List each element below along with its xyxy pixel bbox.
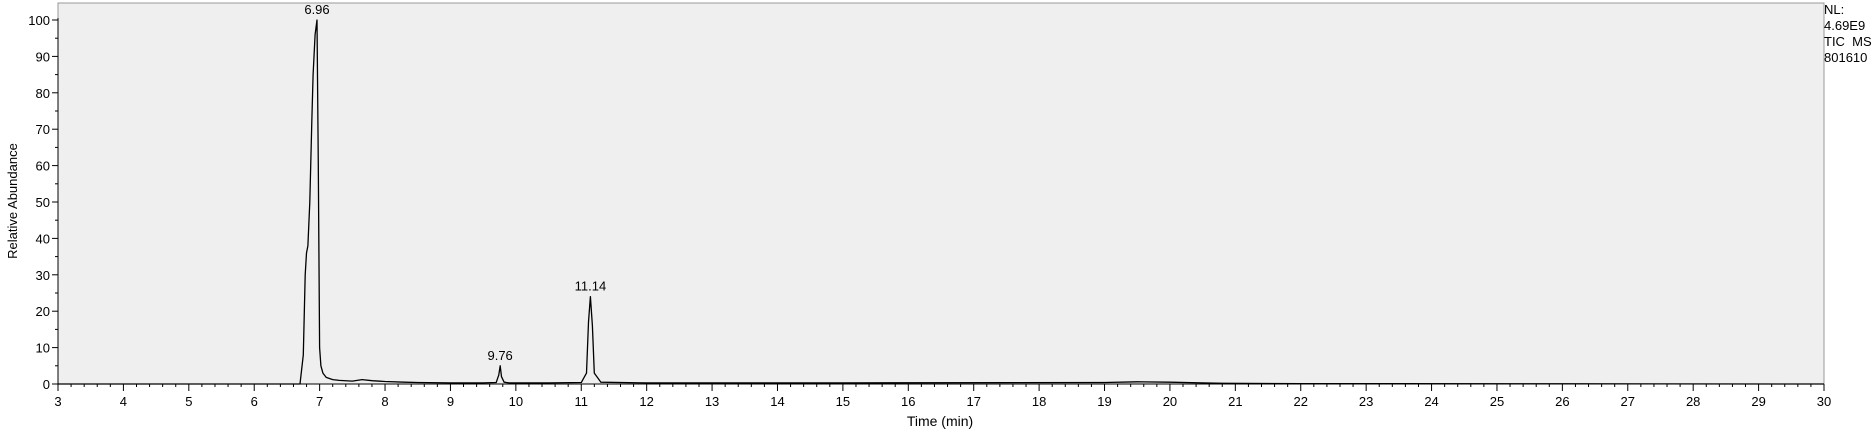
x-tick-label: 17	[966, 394, 980, 409]
x-tick-label: 14	[770, 394, 784, 409]
y-tick-label: 80	[36, 86, 50, 101]
normalization-info: NL: 4.69E9 TIC MS 801610	[1824, 2, 1872, 66]
y-tick-label: 0	[43, 377, 50, 392]
peak-label: 6.96	[304, 2, 329, 17]
x-tick-label: 4	[120, 394, 127, 409]
y-axis: 0 10 20 30 40 50 60 70 80 90 100	[28, 13, 59, 392]
x-tick-label: 15	[836, 394, 850, 409]
x-tick-label: 28	[1686, 394, 1700, 409]
plot-area	[57, 2, 1825, 385]
y-axis-title: Relative Abundance	[5, 143, 20, 259]
y-tick-label: 20	[36, 304, 50, 319]
y-tick-label: 70	[36, 122, 50, 137]
x-tick-label: 5	[185, 394, 192, 409]
x-tick-label: 6	[251, 394, 258, 409]
y-tick-label: 10	[36, 341, 50, 356]
x-tick-label: 10	[509, 394, 523, 409]
x-tick-label: 26	[1555, 394, 1569, 409]
x-tick-label: 16	[901, 394, 915, 409]
y-tick-label: 50	[36, 195, 50, 210]
x-tick-label: 18	[1032, 394, 1046, 409]
scan-filter: TIC MS	[1824, 34, 1872, 49]
y-tick-label: 90	[36, 49, 50, 64]
x-axis: 3 4 5 6 7 8 9 10 11 12 13 14 15 16 17 18 19 20 21 22 23 24 25 2…	[54, 383, 1831, 409]
x-tick-label: 3	[54, 394, 61, 409]
tic-trace	[58, 19, 1825, 385]
x-tick-label: 22	[1294, 394, 1308, 409]
x-tick-label: 13	[705, 394, 719, 409]
x-tick-label: 30	[1817, 394, 1831, 409]
peak-label: 11.14	[575, 279, 607, 294]
y-tick-label: 60	[36, 159, 50, 174]
x-tick-label: 12	[639, 394, 653, 409]
y-tick-label: 100	[28, 13, 50, 28]
x-tick-label: 21	[1228, 394, 1242, 409]
x-tick-label: 23	[1359, 394, 1373, 409]
x-tick-label: 19	[1097, 394, 1111, 409]
peak-label: 9.76	[487, 348, 512, 363]
x-tick-label: 27	[1621, 394, 1635, 409]
x-tick-label: 7	[316, 394, 323, 409]
x-tick-label: 25	[1490, 394, 1504, 409]
nl-value: 4.69E9	[1824, 18, 1866, 33]
x-tick-label: 24	[1424, 394, 1438, 409]
x-tick-label: 8	[381, 394, 388, 409]
x-tick-label: 29	[1751, 394, 1765, 409]
y-tick-label: 40	[36, 231, 50, 246]
nl-label: NL:	[1824, 2, 1845, 17]
file-id: 801610	[1824, 50, 1868, 65]
x-tick-label: 20	[1163, 394, 1177, 409]
series-layer	[58, 19, 1825, 385]
x-axis-title: Time (min)	[907, 413, 973, 429]
x-tick-label: 11	[575, 394, 589, 409]
y-tick-label: 30	[36, 268, 50, 283]
x-tick-label: 9	[447, 394, 454, 409]
peak-labels: 6.96 9.76 11.14	[304, 2, 606, 363]
